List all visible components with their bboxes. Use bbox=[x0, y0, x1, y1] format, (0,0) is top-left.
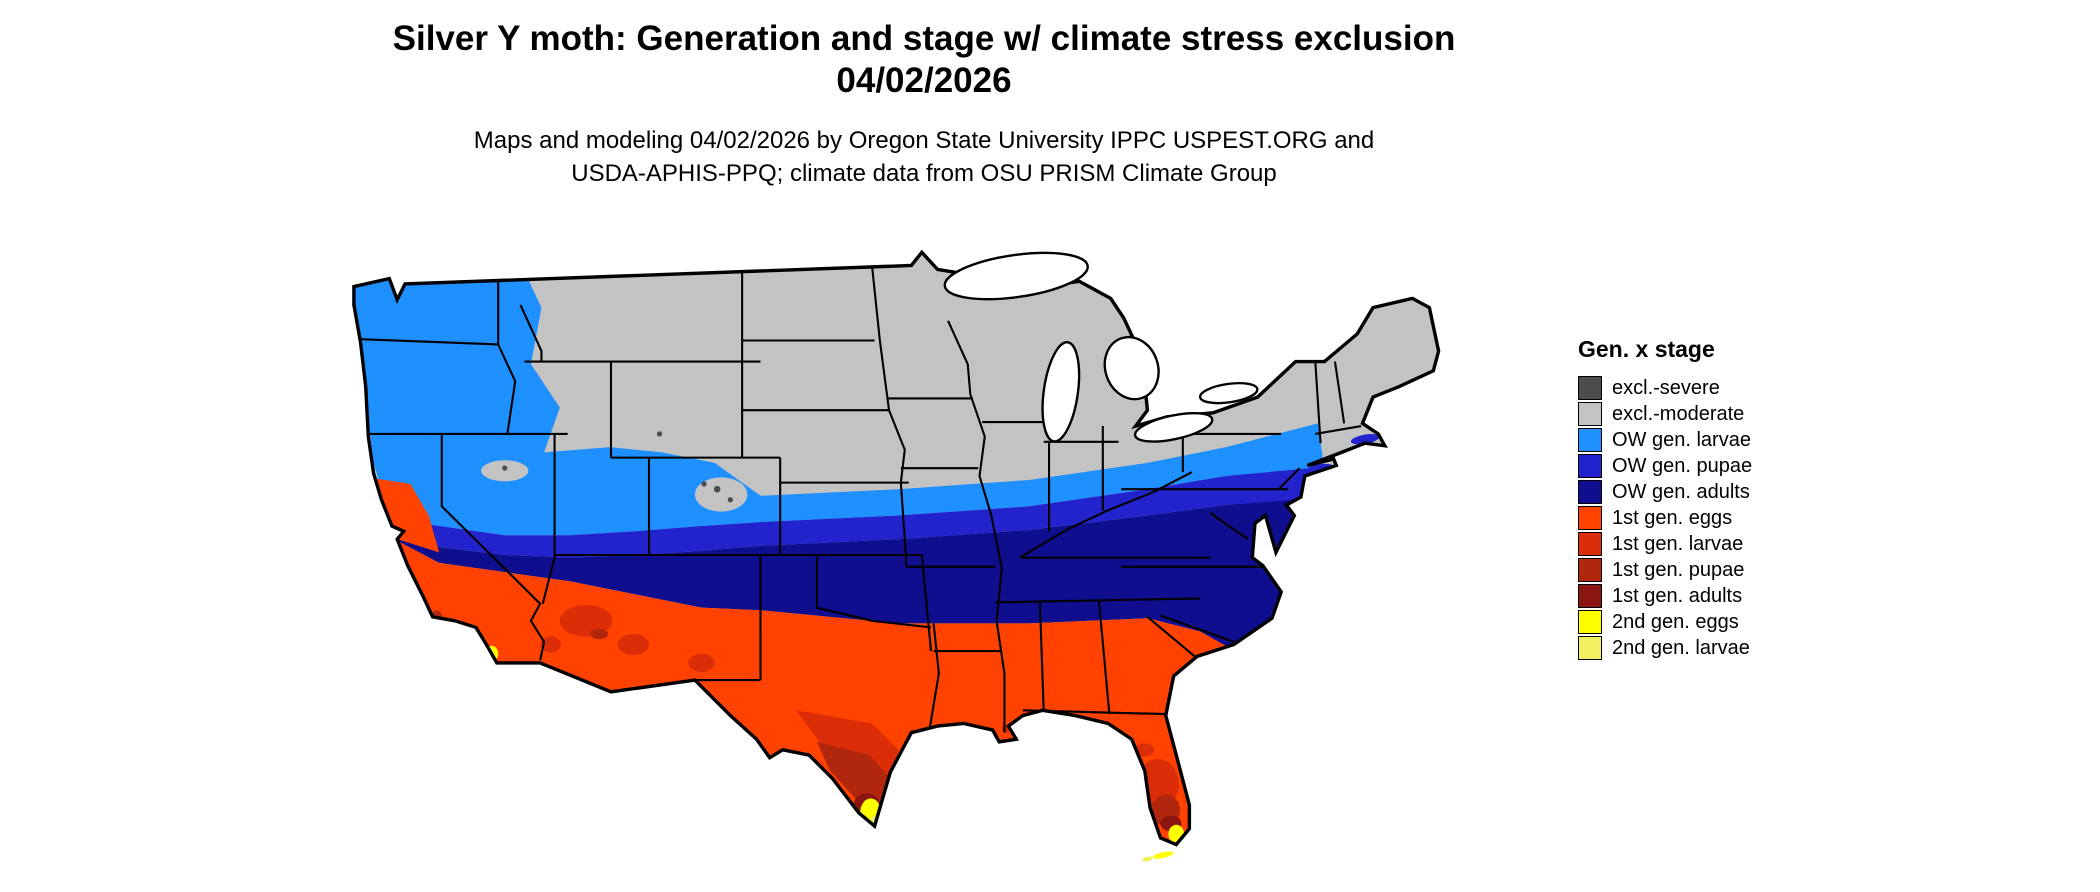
legend-item: excl.-severe bbox=[1578, 375, 1752, 401]
map-title-line1: Silver Y moth: Generation and stage w/ c… bbox=[392, 19, 1456, 58]
lake-michigan bbox=[1041, 341, 1081, 443]
us-map-regions bbox=[353, 252, 1439, 845]
region-excl-moderate-colorado bbox=[694, 477, 748, 512]
map-subtitle-line1: Maps and modeling 04/02/2026 by Oregon S… bbox=[473, 127, 1375, 154]
lake-superior bbox=[943, 251, 1089, 301]
legend-item-label: 2nd gen. larvae bbox=[1612, 636, 1750, 659]
map-subtitle: Maps and modeling 04/02/2026 by Oregon S… bbox=[0, 124, 1848, 190]
region-excl-severe-peak5 bbox=[656, 431, 663, 437]
legend-item: 1st gen. pupae bbox=[1578, 557, 1752, 583]
legend-item: 1st gen. adults bbox=[1578, 583, 1752, 609]
legend-item: OW gen. adults bbox=[1578, 479, 1752, 505]
us-map-svg bbox=[352, 249, 1441, 862]
legend-item-label: 2nd gen. eggs bbox=[1612, 610, 1739, 633]
legend-item: 2nd gen. eggs bbox=[1578, 609, 1752, 635]
legend-swatch-g1_larvae bbox=[1578, 532, 1602, 556]
legend-item: 2nd gen. larvae bbox=[1578, 635, 1752, 661]
legend-item-label: 1st gen. eggs bbox=[1612, 506, 1733, 529]
region-ow-larvae-west bbox=[353, 262, 761, 536]
legend-item: OW gen. larvae bbox=[1578, 427, 1752, 453]
legend-swatch-excl_moderate bbox=[1578, 402, 1602, 426]
legend-swatch-ow_adults bbox=[1578, 480, 1602, 504]
legend-item: 1st gen. larvae bbox=[1578, 531, 1752, 557]
state-borders bbox=[360, 265, 1362, 737]
map-subtitle-line2: USDA-APHIS-PPQ; climate data from OSU PR… bbox=[571, 160, 1277, 187]
us-map bbox=[308, 226, 1554, 884]
region-excl-severe-peak1 bbox=[713, 485, 721, 493]
legend-item: OW gen. pupae bbox=[1578, 453, 1752, 479]
legend-swatch-g2_larvae bbox=[1578, 636, 1602, 660]
region-1st-larvae-az3 bbox=[540, 636, 562, 653]
region-excl-severe-peak4 bbox=[502, 465, 508, 471]
region-1st-adults-socal bbox=[468, 649, 479, 661]
legend-title: Gen. x stage bbox=[1578, 336, 1715, 362]
region-1st-larvae-nm bbox=[688, 653, 715, 673]
region-excl-severe-peak2 bbox=[727, 497, 733, 503]
legend-items: excl.-severe excl.-moderate OW gen. larvae… bbox=[1578, 375, 1752, 661]
region-1st-larvae-socal bbox=[433, 623, 476, 650]
lake-huron bbox=[1103, 335, 1160, 401]
lake-ontario bbox=[1198, 381, 1259, 405]
legend-swatch-g1_pupae bbox=[1578, 558, 1602, 582]
legend-item: excl.-moderate bbox=[1578, 401, 1752, 427]
region-ow-pupae-west bbox=[389, 518, 761, 558]
region-1st-pupae-socal bbox=[453, 639, 478, 656]
lake-erie bbox=[1133, 411, 1214, 443]
map-title-date: 04/02/2026 bbox=[836, 61, 1012, 100]
legend-swatch-g2_eggs bbox=[1578, 610, 1602, 634]
legend-item: 1st gen. eggs bbox=[1578, 505, 1752, 531]
legend-swatch-ow_larvae bbox=[1578, 428, 1602, 452]
great-lakes bbox=[943, 251, 1259, 443]
legend-item-label: OW gen. pupae bbox=[1612, 454, 1753, 477]
legend-swatch-excl_severe bbox=[1578, 376, 1602, 400]
region-ow-pupae-capecod bbox=[1350, 434, 1380, 445]
legend-item-label: 1st gen. adults bbox=[1612, 584, 1743, 607]
legend-swatch-g1_eggs bbox=[1578, 506, 1602, 530]
legend-item-label: excl.-moderate bbox=[1612, 402, 1745, 425]
region-excl-moderate-wyoming bbox=[637, 428, 674, 450]
legend-item-label: excl.-severe bbox=[1612, 376, 1720, 399]
legend-item-label: OW gen. adults bbox=[1612, 480, 1750, 503]
map-header: Silver Y moth: Generation and stage w/ c… bbox=[0, 18, 1848, 190]
region-excl-severe-peak3 bbox=[701, 481, 707, 487]
region-1st-pupae-az bbox=[589, 628, 609, 640]
region-2nd-eggs-fl-keys bbox=[1152, 851, 1174, 859]
region-1st-larvae-sc-coast bbox=[1222, 658, 1231, 667]
legend-item-label: OW gen. larvae bbox=[1612, 428, 1751, 451]
map-legend: Gen. x stage excl.-severe excl.-moderate O… bbox=[1578, 336, 1752, 661]
legend-item-label: 1st gen. larvae bbox=[1612, 532, 1744, 555]
legend-swatch-ow_pupae bbox=[1578, 454, 1602, 478]
legend-swatch-g1_adults bbox=[1578, 584, 1602, 608]
region-1st-larvae-ga-coast bbox=[1185, 685, 1194, 694]
region-1st-larvae-nfl bbox=[1135, 743, 1154, 757]
us-outline bbox=[352, 249, 1441, 847]
region-2nd-larvae-fl-keys bbox=[1142, 856, 1153, 862]
legend-item-label: 1st gen. pupae bbox=[1612, 558, 1745, 581]
region-1st-larvae-az2 bbox=[617, 633, 650, 656]
